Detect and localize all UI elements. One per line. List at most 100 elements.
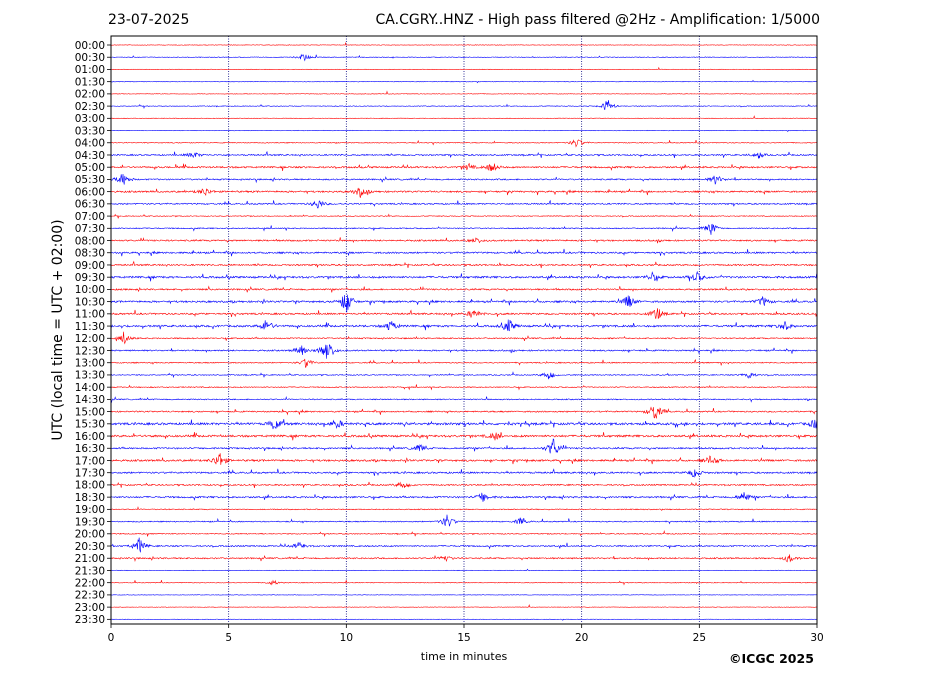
y-tick-label-0730: 07:30 <box>75 223 105 235</box>
trace-0730 <box>110 223 817 235</box>
y-tick-label-2230: 22:30 <box>75 590 105 602</box>
y-tick-label-0630: 06:30 <box>75 199 105 211</box>
y-axis-title: UTC (local time = UTC + 02:00) <box>50 219 66 441</box>
y-tick-label-0500: 05:00 <box>75 162 105 174</box>
x-axis-title: time in minutes <box>420 650 508 663</box>
y-tick-label-1430: 14:30 <box>75 394 105 406</box>
y-tick-label-0200: 02:00 <box>75 89 105 101</box>
copyright-label: ©ICGC 2025 <box>729 651 814 666</box>
trace-2130 <box>110 568 817 572</box>
trace-1700 <box>110 453 817 465</box>
y-tick-label-1830: 18:30 <box>75 492 105 504</box>
y-tick-label-2330: 23:30 <box>75 614 105 626</box>
date-label: 23-07-2025 <box>108 12 190 28</box>
y-tick-label-1100: 11:00 <box>75 309 105 321</box>
trace-1400 <box>110 384 817 391</box>
y-tick-label-1400: 14:00 <box>75 382 105 394</box>
trace-0700 <box>110 213 817 219</box>
y-tick-label-1930: 19:30 <box>75 516 105 528</box>
y-tick-label-2200: 22:00 <box>75 577 105 589</box>
y-tick-label-0900: 09:00 <box>75 260 105 272</box>
trace-0300 <box>110 115 817 120</box>
trace-0930 <box>110 270 817 282</box>
trace-1930 <box>110 514 817 527</box>
y-tick-label-1300: 13:00 <box>75 358 105 370</box>
y-tick-label-2130: 21:30 <box>75 565 105 577</box>
y-tick-label-0800: 08:00 <box>75 235 105 247</box>
trace-1900 <box>110 506 817 512</box>
trace-1230 <box>110 344 817 359</box>
y-tick-label-0700: 07:00 <box>75 211 105 223</box>
trace-2200 <box>110 579 817 586</box>
y-tick-label-2300: 23:00 <box>75 602 105 614</box>
trace-1000 <box>110 285 817 293</box>
y-tick-label-0130: 01:30 <box>75 76 105 88</box>
trace-1030 <box>110 294 817 313</box>
trace-2330 <box>110 618 817 621</box>
y-tick-label-1900: 19:00 <box>75 504 105 516</box>
trace-0430 <box>110 150 817 159</box>
y-tick-label-2000: 20:00 <box>75 529 105 541</box>
y-tick-label-1000: 10:00 <box>75 284 105 296</box>
trace-1530 <box>110 418 817 430</box>
y-tick-label-1600: 16:00 <box>75 431 105 443</box>
x-tick-label-15: 15 <box>457 632 470 644</box>
trace-0130 <box>110 79 817 84</box>
y-tick-label-1630: 16:30 <box>75 443 105 455</box>
trace-1830 <box>110 492 817 502</box>
y-tick-label-1030: 10:30 <box>75 296 105 308</box>
trace-1600 <box>110 432 817 441</box>
trace-0000 <box>110 41 817 46</box>
trace-1730 <box>110 468 817 478</box>
x-tick-label-25: 25 <box>693 632 706 644</box>
y-tick-label-1200: 12:00 <box>75 333 105 345</box>
y-tick-label-1130: 11:30 <box>75 321 105 333</box>
trace-2100 <box>110 554 817 563</box>
y-tick-label-0000: 00:00 <box>75 40 105 52</box>
trace-1430 <box>110 396 817 404</box>
y-tick-label-0330: 03:30 <box>75 125 105 137</box>
x-tick-label-5: 5 <box>225 632 232 644</box>
y-tick-label-0830: 08:30 <box>75 248 105 260</box>
chart-title: CA.CGRY..HNZ - High pass filtered @2Hz -… <box>375 12 820 28</box>
trace-0530 <box>110 174 817 185</box>
trace-1800 <box>110 481 817 488</box>
trace-0200 <box>110 90 817 95</box>
trace-0230 <box>110 100 817 111</box>
y-tick-label-0530: 05:30 <box>75 174 105 186</box>
trace-2300 <box>110 604 817 608</box>
trace-1200 <box>110 331 817 345</box>
trace-0800 <box>110 237 817 244</box>
trace-0600 <box>110 187 817 198</box>
trace-2000 <box>110 530 817 537</box>
trace-0030 <box>110 53 817 62</box>
y-tick-label-0430: 04:30 <box>75 150 105 162</box>
y-tick-label-0030: 00:30 <box>75 52 105 64</box>
x-tick-label-20: 20 <box>575 632 588 644</box>
trace-1100 <box>110 308 817 319</box>
trace-1500 <box>110 406 817 419</box>
trace-0830 <box>110 248 817 257</box>
trace-1330 <box>110 371 817 380</box>
y-tick-label-0600: 06:00 <box>75 186 105 198</box>
y-tick-label-0300: 03:00 <box>75 113 105 125</box>
x-tick-label-10: 10 <box>340 632 353 644</box>
x-tick-label-30: 30 <box>810 632 823 644</box>
y-tick-label-1230: 12:30 <box>75 345 105 357</box>
y-tick-label-1500: 15:00 <box>75 406 105 418</box>
y-tick-label-0230: 02:30 <box>75 101 105 113</box>
trace-1130 <box>110 319 817 332</box>
trace-0400 <box>110 139 817 148</box>
y-tick-label-0930: 09:30 <box>75 272 105 284</box>
trace-1300 <box>110 358 817 368</box>
y-tick-label-1730: 17:30 <box>75 468 105 480</box>
y-tick-label-2030: 20:30 <box>75 541 105 553</box>
trace-2030 <box>110 537 817 553</box>
x-tick-label-0: 0 <box>108 632 115 644</box>
y-tick-label-1330: 13:30 <box>75 370 105 382</box>
trace-0900 <box>110 260 817 269</box>
trace-0330 <box>110 129 817 133</box>
trace-1630 <box>110 438 817 454</box>
trace-0100 <box>110 66 817 71</box>
